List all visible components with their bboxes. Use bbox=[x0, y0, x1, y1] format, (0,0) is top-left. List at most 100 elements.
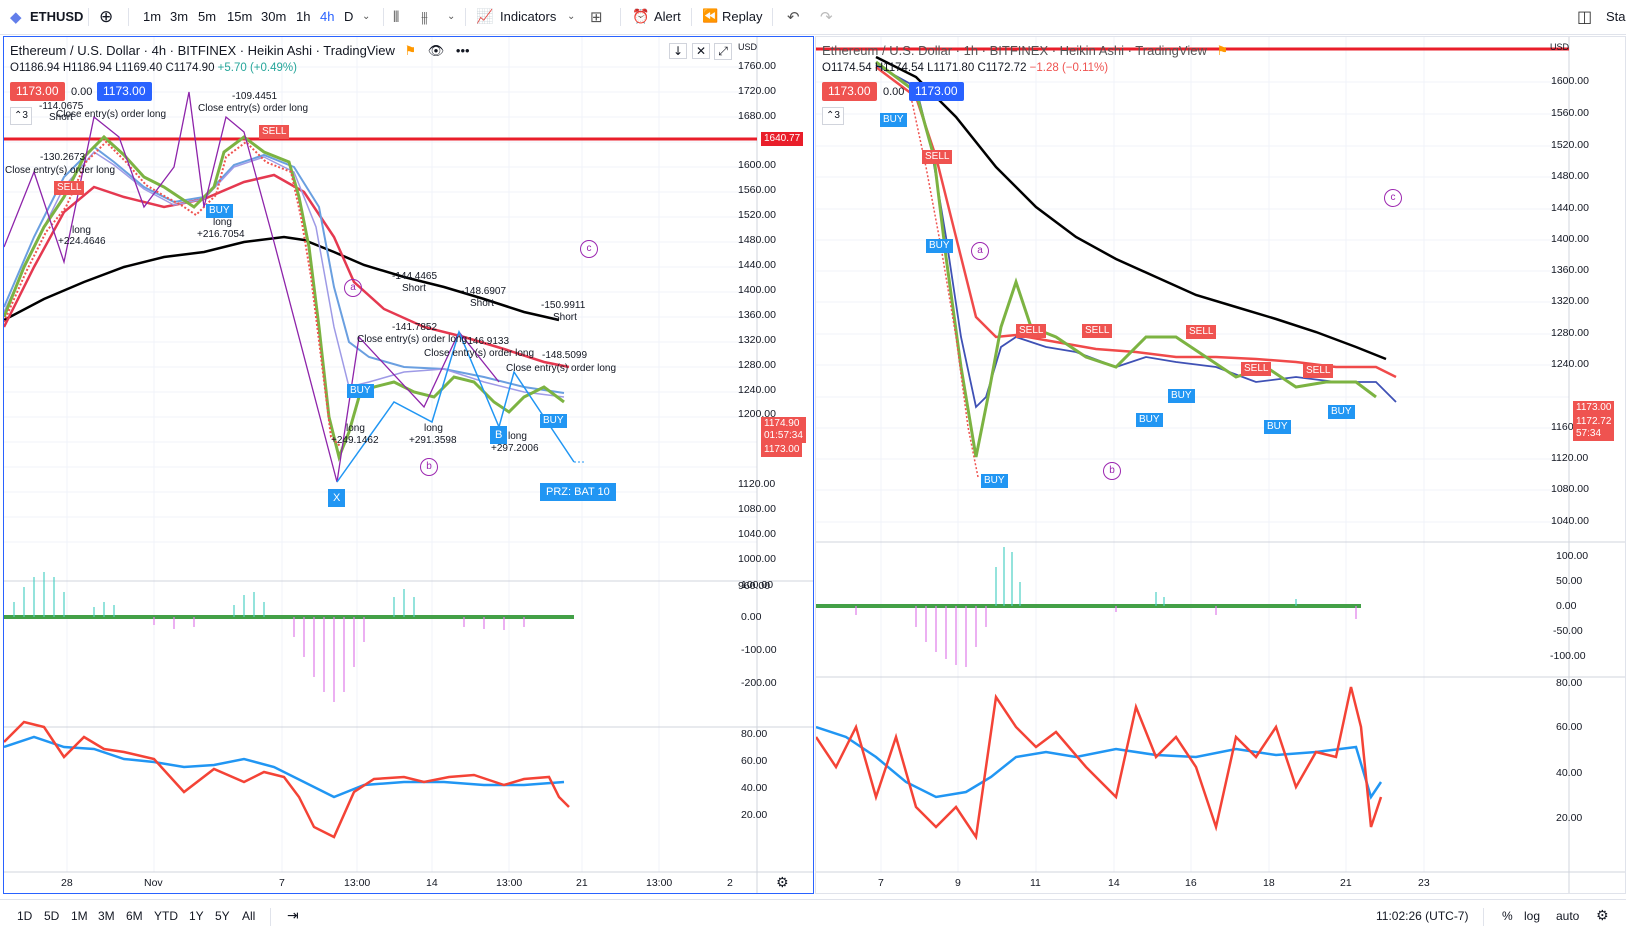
sell-price-button[interactable]: 1173.00 bbox=[10, 82, 65, 101]
range-3m[interactable]: 3M bbox=[98, 909, 115, 923]
alert-button[interactable]: Alert bbox=[654, 9, 681, 24]
range-5d[interactable]: 5D bbox=[44, 909, 60, 923]
right-chart-canvas[interactable] bbox=[816, 37, 1625, 893]
candles-icon[interactable]: ⫴ bbox=[393, 8, 400, 26]
time-tick: 14 bbox=[426, 877, 438, 889]
currency-label[interactable]: USD bbox=[738, 42, 758, 52]
osc-tick: -100.00 bbox=[741, 644, 777, 656]
prz-label[interactable]: PRZ: BAT 10 bbox=[540, 483, 616, 501]
timeframe-30m[interactable]: 30m bbox=[261, 9, 287, 24]
layout-toggle-icon[interactable]: ◫ bbox=[1577, 7, 1593, 26]
price-tick: 1040.00 bbox=[1551, 515, 1589, 527]
collapse-indicators-button[interactable]: ⌃3 bbox=[10, 107, 32, 125]
collapse-indicators-button[interactable]: ⌃3 bbox=[822, 107, 844, 125]
rsi-tick: 40.00 bbox=[1556, 767, 1583, 779]
range-6m[interactable]: 6M bbox=[126, 909, 143, 923]
auto-toggle[interactable]: auto bbox=[1556, 909, 1580, 923]
pattern-point-a[interactable]: a bbox=[971, 242, 989, 260]
pattern-point-b[interactable]: b bbox=[1103, 462, 1121, 480]
pattern-point-b-blue[interactable]: B bbox=[490, 426, 508, 444]
percent-toggle[interactable]: % bbox=[1502, 909, 1513, 923]
time-tick: 16 bbox=[1185, 877, 1197, 889]
price-tick: 1040.00 bbox=[738, 528, 776, 540]
pattern-point-x[interactable]: X bbox=[328, 489, 346, 507]
trade-label: -130.2673 bbox=[40, 152, 86, 163]
left-chart-pane[interactable]: Ethereum / U.S. Dollar · 4h · BITFINEX ·… bbox=[3, 36, 814, 894]
settings-gear-icon[interactable]: ⚙ bbox=[776, 875, 789, 891]
settings-gear-icon[interactable]: ⚙ bbox=[1596, 908, 1609, 924]
sell-price-button[interactable]: 1173.00 bbox=[822, 82, 877, 101]
timeframe-4h[interactable]: 4h bbox=[320, 9, 335, 24]
alarm-clock-icon[interactable]: ⏰ bbox=[632, 9, 650, 25]
label-c: c bbox=[1390, 192, 1396, 203]
osc-tick: 100.00 bbox=[1556, 550, 1589, 562]
time-tick: 14 bbox=[1108, 877, 1120, 889]
timeframe-3m[interactable]: 3m bbox=[170, 9, 189, 24]
trade-label: -141.7852 bbox=[392, 322, 438, 333]
flag-icon[interactable]: ⚑ bbox=[404, 43, 417, 58]
low-value: L1171.80 bbox=[927, 62, 975, 74]
price-tick: 1080.00 bbox=[738, 503, 776, 515]
spread-value: 0.00 bbox=[883, 86, 905, 98]
high-value: H1186.94 bbox=[62, 62, 112, 74]
range-ytd[interactable]: YTD bbox=[154, 909, 178, 923]
date-range-icon[interactable]: ⇥ bbox=[287, 908, 299, 924]
symbol-search[interactable]: ETHUSD bbox=[30, 9, 84, 24]
buy-price-button[interactable]: 1173.00 bbox=[97, 82, 152, 101]
chevron-up-icon: ⌃ bbox=[14, 110, 23, 121]
pattern-point-c[interactable]: c bbox=[580, 240, 598, 258]
range-all[interactable]: All bbox=[242, 909, 256, 923]
compare-add-icon[interactable]: ⊕ bbox=[99, 7, 114, 27]
replay-icon[interactable]: ⏪ bbox=[702, 9, 719, 24]
buy-signal: BUY bbox=[926, 239, 953, 253]
pattern-point-b[interactable]: b bbox=[420, 458, 438, 476]
eth-logo-icon: ◆ bbox=[10, 8, 22, 26]
chart-title[interactable]: Ethereum / U.S. Dollar · 1h · BITFINEX ·… bbox=[822, 43, 1228, 59]
timeframe-1m[interactable]: 1m bbox=[143, 9, 162, 24]
chevron-down-icon[interactable]: ⌄ bbox=[362, 11, 371, 22]
undo-icon[interactable]: ↶ bbox=[787, 8, 800, 26]
clock-time[interactable]: 11:02:26 (UTC-7) bbox=[1376, 909, 1469, 923]
price-tick: 1280.00 bbox=[1551, 327, 1589, 339]
timeframe-1h[interactable]: 1h bbox=[296, 9, 311, 24]
range-5y[interactable]: 5Y bbox=[215, 909, 230, 923]
pattern-point-a[interactable]: a bbox=[344, 279, 362, 297]
layouts-icon[interactable]: ⊞ bbox=[590, 8, 603, 26]
indicators-icon[interactable]: 📈 bbox=[476, 9, 494, 25]
candle-countdown: 57:34 bbox=[1576, 428, 1602, 439]
buy-price-button[interactable]: 1173.00 bbox=[909, 82, 964, 101]
currency-label[interactable]: USD bbox=[1550, 42, 1570, 52]
more-icon[interactable]: ••• bbox=[455, 43, 470, 58]
replay-button[interactable]: Replay bbox=[722, 9, 763, 24]
timeframe-15m[interactable]: 15m bbox=[227, 9, 253, 24]
arrow-down-icon[interactable]: ↓ bbox=[669, 43, 687, 59]
eye-icon[interactable]: 👁 bbox=[427, 43, 445, 58]
left-chart-canvas[interactable] bbox=[4, 37, 813, 893]
timeframe-d[interactable]: D bbox=[344, 9, 354, 24]
trade-label: +297.2006 bbox=[491, 443, 539, 454]
status-label: Sta bbox=[1606, 9, 1626, 24]
buy-signal: BUY bbox=[206, 204, 233, 218]
time-tick: 9 bbox=[955, 877, 961, 889]
maximize-icon[interactable]: ⤢ bbox=[714, 43, 732, 60]
change-value: −1.28 (−0.11%) bbox=[1029, 62, 1109, 74]
price-tick: 1600.00 bbox=[738, 159, 776, 171]
chevron-down-icon[interactable]: ⌄ bbox=[447, 11, 456, 22]
redo-icon[interactable]: ↷ bbox=[820, 8, 833, 26]
log-toggle[interactable]: log bbox=[1524, 909, 1541, 923]
chart-title[interactable]: Ethereum / U.S. Dollar · 4h · BITFINEX ·… bbox=[10, 43, 470, 59]
time-tick: 13:00 bbox=[646, 877, 673, 889]
divider bbox=[1483, 908, 1484, 926]
right-chart-pane[interactable]: Ethereum / U.S. Dollar · 1h · BITFINEX ·… bbox=[815, 36, 1626, 894]
heikin-ashi-icon[interactable]: ⫵ bbox=[421, 8, 428, 26]
close-icon[interactable]: ✕ bbox=[692, 43, 710, 59]
range-1d[interactable]: 1D bbox=[17, 909, 33, 923]
price-tick: 1000.00 bbox=[738, 553, 776, 565]
indicators-button[interactable]: Indicators bbox=[500, 9, 557, 24]
range-1m[interactable]: 1M bbox=[71, 909, 88, 923]
range-1y[interactable]: 1Y bbox=[189, 909, 204, 923]
chevron-down-icon[interactable]: ⌄ bbox=[567, 11, 576, 22]
timeframe-5m[interactable]: 5m bbox=[198, 9, 217, 24]
flag-icon[interactable]: ⚑ bbox=[1216, 43, 1229, 58]
pattern-point-c[interactable]: c bbox=[1384, 189, 1402, 207]
